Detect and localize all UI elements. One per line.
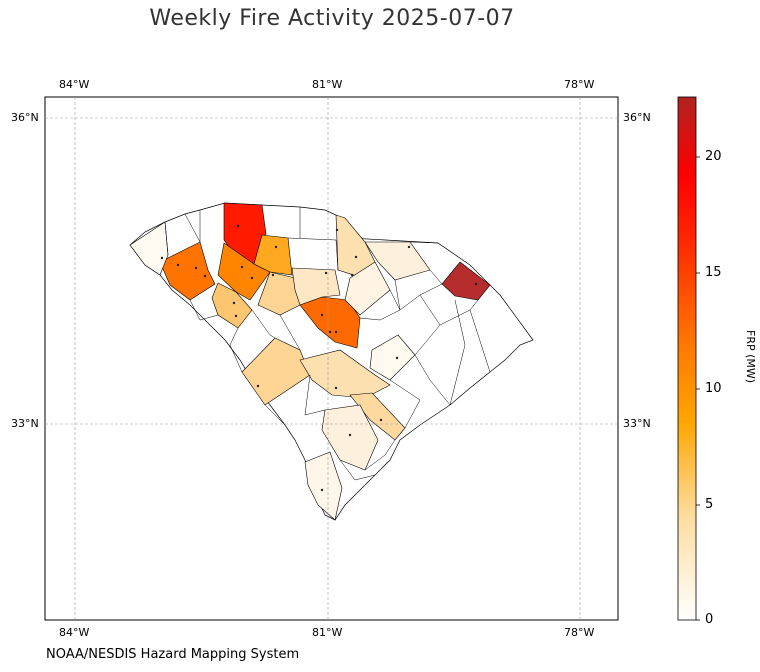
lon-tick-top-78w: 78°W <box>564 78 595 91</box>
lon-tick-bottom-78w: 78°W <box>564 626 595 639</box>
county-kershaw <box>344 261 391 316</box>
colorbar-tick-0: 0 <box>705 612 714 627</box>
gridlines <box>45 97 618 620</box>
colorbar-tick-10: 10 <box>705 381 722 396</box>
source-attribution: NOAA/NESDIS Hazard Mapping System <box>46 647 300 662</box>
county-marlboro <box>364 241 431 281</box>
lon-tick-top-84w: 84°W <box>59 78 90 91</box>
county-pickens <box>129 221 169 276</box>
chart-title: Weekly Fire Activity 2025-07-07 <box>149 6 515 31</box>
colorbar-tick-5: 5 <box>705 497 714 512</box>
colorbar-ticks <box>696 156 700 621</box>
colorbar <box>677 96 697 621</box>
lon-tick-bottom-81w: 81°W <box>312 626 343 639</box>
colorbar-label: FRP (MW) <box>744 330 757 384</box>
lon-tick-bottom-84w: 84°W <box>59 626 90 639</box>
county-dorchester <box>349 392 406 441</box>
fire-detection-points <box>160 224 478 492</box>
lat-tick-left-36n: 36°N <box>11 111 39 124</box>
county-sumter <box>369 334 416 381</box>
county-richland <box>299 296 361 349</box>
county-orangeburg <box>299 349 391 399</box>
county-jasper <box>304 451 343 521</box>
lat-tick-left-33n: 33°N <box>11 417 39 430</box>
colorbar-tick-20: 20 <box>705 149 722 164</box>
county-boundaries <box>164 207 491 481</box>
lat-tick-right-36n: 36°N <box>623 111 651 124</box>
colorbar-tick-15: 15 <box>705 265 722 280</box>
county-chester <box>253 234 293 276</box>
county-horry <box>441 261 491 301</box>
lon-tick-top-81w: 81°W <box>312 78 343 91</box>
lat-tick-right-33n: 33°N <box>623 417 651 430</box>
county-laurens <box>257 271 301 316</box>
